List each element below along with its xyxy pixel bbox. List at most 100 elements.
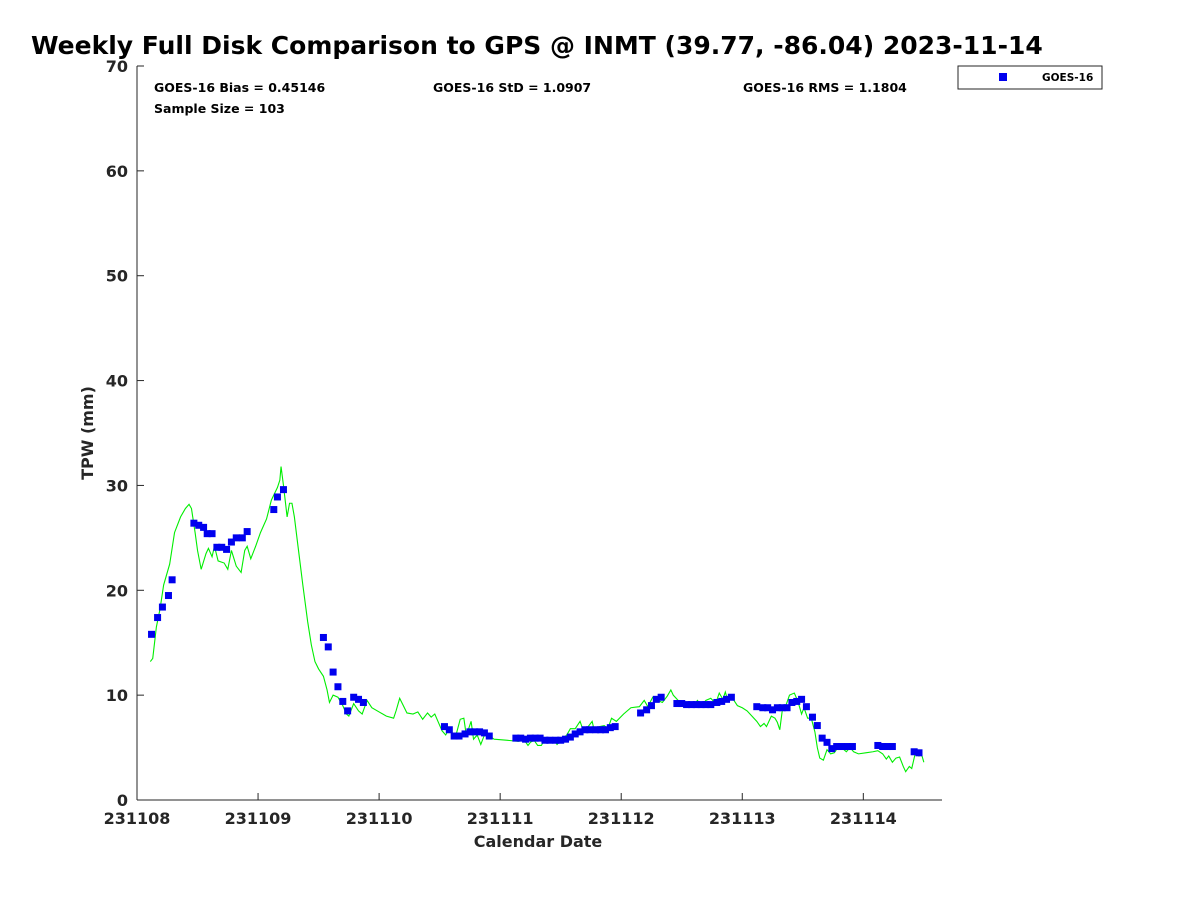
goes16-point <box>915 749 923 757</box>
goes16-point <box>158 603 166 611</box>
goes16-point <box>687 701 695 709</box>
goes16-point <box>195 521 203 529</box>
goes16-point <box>697 701 705 709</box>
goes16-point <box>678 700 686 708</box>
goes16-point <box>643 706 651 714</box>
goes16-point <box>707 701 715 709</box>
legend-marker-goes16 <box>999 73 1007 81</box>
goes16-point <box>718 697 726 705</box>
goes16-point <box>773 704 781 712</box>
x-tick-label: 231108 <box>104 809 171 828</box>
goes16-point <box>727 693 735 701</box>
goes16-point <box>874 741 882 749</box>
goes16-point <box>557 736 565 744</box>
x-tick-label: 231112 <box>588 809 655 828</box>
goes16-point <box>793 697 801 705</box>
goes16-point <box>769 706 777 714</box>
goes16-point <box>562 735 570 743</box>
goes16-point <box>445 726 453 734</box>
goes16-point <box>652 695 660 703</box>
goes16-point <box>350 693 358 701</box>
goes16-point <box>223 545 231 553</box>
goes16-point <box>606 724 614 732</box>
goes16-point <box>838 743 846 751</box>
goes16-point <box>647 702 655 710</box>
x-axis-label: Calendar Date <box>474 832 603 851</box>
goes16-point <box>227 538 235 546</box>
stats-annotations: GOES-16 Bias = 0.45146 GOES-16 StD = 1.0… <box>154 80 907 116</box>
legend-box <box>957 65 1103 90</box>
goes16-point <box>339 697 347 705</box>
goes16-point <box>531 734 539 742</box>
x-tick-label: 231113 <box>709 809 776 828</box>
y-tick-label: 20 <box>106 581 128 600</box>
goes16-point <box>910 748 918 756</box>
goes16-point <box>802 703 810 711</box>
goes16-point <box>164 592 172 600</box>
goes16-point <box>552 736 560 744</box>
goes16-point <box>597 726 605 734</box>
goes16-point <box>702 701 710 709</box>
goes16-point <box>471 728 479 736</box>
goes16-point <box>154 614 162 622</box>
goes16-point <box>723 695 731 703</box>
y-tick-label: 0 <box>117 791 128 810</box>
goes16-point <box>611 723 619 731</box>
std-annotation: GOES-16 StD = 1.0907 <box>433 80 591 95</box>
goes16-point <box>344 707 352 715</box>
goes16-point <box>637 709 645 717</box>
y-tick-label: 40 <box>106 372 128 391</box>
goes16-point <box>576 728 584 736</box>
goes16-point <box>526 734 534 742</box>
goes16-point <box>148 630 156 638</box>
goes16-point <box>884 743 892 751</box>
goes16-point <box>798 695 806 703</box>
x-tick-label: 231111 <box>467 809 534 828</box>
goes16-point <box>203 530 211 538</box>
y-tick-label: 70 <box>106 57 128 76</box>
goes16-point <box>888 743 896 751</box>
goes16-point <box>461 730 469 738</box>
goes16-point <box>208 530 216 538</box>
y-ticks: 0 10 20 30 40 50 60 70 <box>106 57 144 810</box>
rms-annotation: GOES-16 RMS = 1.1804 <box>743 80 907 95</box>
goes16-point <box>818 734 826 742</box>
goes16-point <box>466 728 474 736</box>
goes16-point <box>213 543 221 551</box>
goes16-point <box>601 726 609 734</box>
x-ticks: 231108 231109 231110 231111 231112 231113 2311… <box>104 793 897 828</box>
x-tick-label: 231109 <box>225 809 292 828</box>
goes16-point <box>808 713 816 721</box>
goes16-point <box>517 734 525 742</box>
goes16-point <box>334 683 342 691</box>
goes16-point <box>480 729 488 737</box>
goes16-point <box>566 733 574 741</box>
goes16-point <box>238 534 246 542</box>
sample-size-annotation: Sample Size = 103 <box>154 101 285 116</box>
goes16-point <box>270 506 278 514</box>
goes16-point <box>359 698 367 706</box>
y-tick-label: 60 <box>106 162 128 181</box>
goes16-point <box>450 732 458 740</box>
goes16-point <box>844 743 852 751</box>
y-tick-label: 10 <box>106 686 128 705</box>
goes16-point <box>324 643 332 651</box>
goes16-point <box>833 743 841 751</box>
goes16-point <box>355 695 363 703</box>
goes16-point <box>440 723 448 731</box>
goes16-point <box>485 732 493 740</box>
gps-series <box>149 466 925 773</box>
goes16-point <box>813 722 821 730</box>
goes16-point <box>329 668 337 676</box>
goes16-point <box>848 743 856 751</box>
goes16-point <box>200 523 208 531</box>
gps-line <box>149 466 925 773</box>
goes16-point <box>273 493 281 501</box>
goes16-point <box>571 730 579 738</box>
y-axis-label: TPW (mm) <box>78 386 97 480</box>
goes16-point <box>319 633 327 641</box>
bias-annotation: GOES-16 Bias = 0.45146 <box>154 80 325 95</box>
x-tick-label: 231110 <box>346 809 413 828</box>
goes16-point <box>778 704 786 712</box>
